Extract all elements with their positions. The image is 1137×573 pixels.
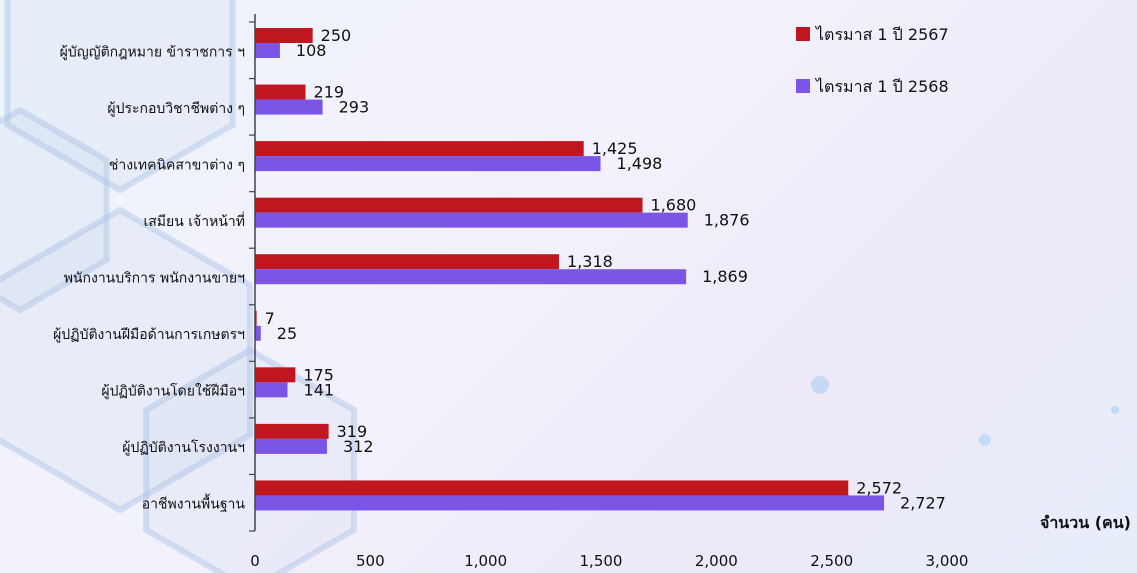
bar-2568 <box>255 438 327 454</box>
legend-label: ไตรมาส 1 ปี 2568 <box>814 77 949 96</box>
bar-2568 <box>255 43 280 58</box>
bar-2568 <box>255 495 885 511</box>
bar-2568 <box>255 382 288 398</box>
bar-value-label: 319 <box>337 422 368 441</box>
legend-swatch-2568 <box>796 79 810 93</box>
bar-value-label: 2,727 <box>900 493 946 512</box>
bar-2568 <box>255 99 323 115</box>
category-label: อาชีพงานพื้นฐาน <box>142 494 246 513</box>
legend-label: ไตรมาส 1 ปี 2567 <box>814 25 949 44</box>
category-label: พนักงานบริการ พนักงานขายฯ <box>64 271 245 287</box>
bar-2567 <box>255 480 849 496</box>
bar-value-label: 25 <box>277 324 297 343</box>
bar-2568 <box>255 269 687 285</box>
bar-value-label: 1,425 <box>592 139 638 158</box>
bar-value-label: 175 <box>303 365 334 384</box>
bar-value-label: 219 <box>314 83 345 102</box>
bar-value-label: 1,680 <box>651 196 697 215</box>
x-tick-label: 2,000 <box>695 552 738 570</box>
x-tick-label: 0 <box>250 552 260 570</box>
background-dot <box>979 434 991 446</box>
x-tick-label: 2,500 <box>810 552 853 570</box>
background-hexagon <box>0 206 253 514</box>
bar-value-label: 141 <box>304 380 335 399</box>
bar-value-label: 7 <box>265 309 275 328</box>
bar-2568 <box>255 156 601 172</box>
background-dot <box>1111 406 1119 414</box>
x-axis-title: จำนวน (คน) <box>1040 513 1131 532</box>
bar-2567 <box>255 197 643 213</box>
bar-2567 <box>255 84 306 100</box>
bar-value-label: 312 <box>343 437 374 456</box>
bar-2567 <box>255 310 257 326</box>
x-tick-label: 1,500 <box>580 552 623 570</box>
category-label: เสมียน เจ้าหน้าที่ <box>143 212 245 230</box>
background-hexagon <box>143 346 357 573</box>
bar-value-label: 108 <box>296 41 327 60</box>
bar-2568 <box>255 212 688 228</box>
bar-value-label: 250 <box>321 26 352 45</box>
category-label: ช่างเทคนิคสาขาต่าง ๆ <box>109 157 245 173</box>
bar-value-label: 1,869 <box>702 267 748 286</box>
background-dot <box>811 376 829 394</box>
bar-2567 <box>255 367 296 383</box>
legend-swatch-2567 <box>796 27 810 41</box>
bar-2567 <box>255 28 313 43</box>
bar-2568 <box>255 325 261 341</box>
background-hexagon <box>0 106 110 314</box>
x-tick-label: 500 <box>356 552 385 570</box>
bar-2567 <box>255 254 560 270</box>
bar-value-label: 293 <box>339 98 370 117</box>
category-label: ผู้ปฏิบัติงานโรงงานฯ <box>122 439 245 456</box>
legend: ไตรมาส 1 ปี 2567 ไตรมาส 1 ปี 2568 <box>796 25 949 96</box>
bar-value-label: 2,572 <box>856 478 902 497</box>
x-tick-label: 1,000 <box>464 552 507 570</box>
category-label: ผู้ปฏิบัติงานฝีมือด้านการเกษตรฯ <box>53 327 245 343</box>
bar-value-label: 1,318 <box>567 252 613 271</box>
background-hexagon <box>4 0 236 194</box>
category-label: ผู้ประกอบวิชาชีพต่าง ๆ <box>107 101 245 117</box>
bar-value-label: 1,876 <box>704 211 750 230</box>
bar-value-label: 1,498 <box>617 154 663 173</box>
category-label: ผู้บัญญัติกฎหมาย ข้าราชการ ฯ <box>60 44 245 60</box>
x-tick-label: 3,000 <box>926 552 969 570</box>
bar-2567 <box>255 141 584 157</box>
category-label: ผู้ปฏิบัติงานโดยใช้ฝีมือฯ <box>101 383 245 400</box>
bar-2567 <box>255 423 329 439</box>
